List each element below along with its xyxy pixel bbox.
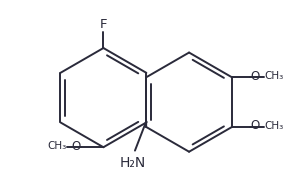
Text: O: O bbox=[251, 70, 260, 83]
Text: H₂N: H₂N bbox=[120, 156, 146, 170]
Text: O: O bbox=[251, 119, 260, 132]
Text: CH₃: CH₃ bbox=[47, 141, 67, 151]
Text: O: O bbox=[71, 140, 80, 153]
Text: CH₃: CH₃ bbox=[264, 121, 283, 131]
Text: CH₃: CH₃ bbox=[264, 71, 283, 81]
Text: F: F bbox=[100, 18, 107, 31]
